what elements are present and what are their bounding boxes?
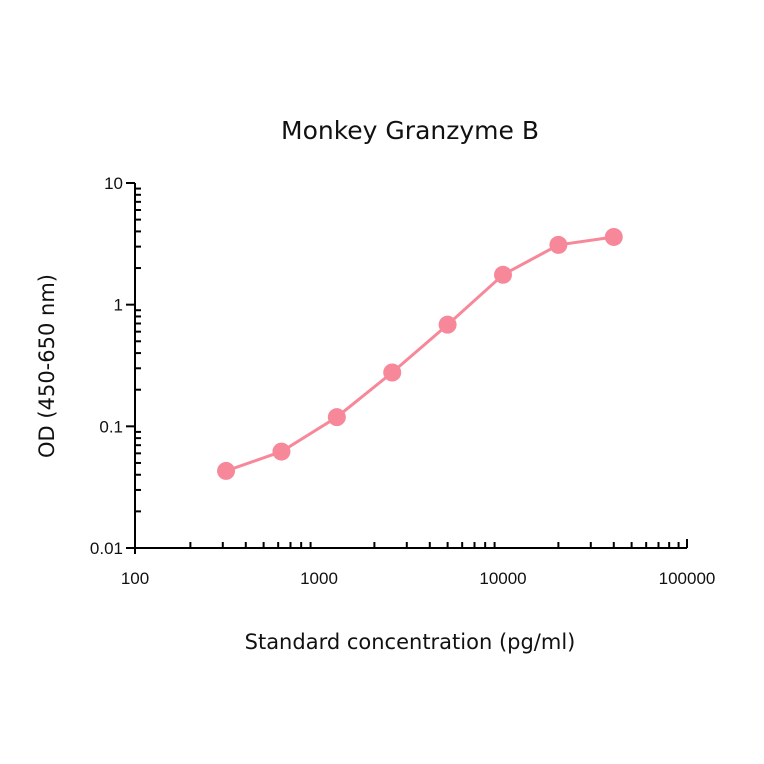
data-point-marker: [327, 408, 346, 427]
x-tick-labels: 100 1000 10000 100000: [121, 569, 716, 588]
data-point-marker: [494, 265, 512, 284]
y-tick-label: 1: [114, 296, 123, 315]
chart-title: Monkey Granzyme B: [281, 116, 539, 145]
axes: [126, 182, 688, 554]
x-tick-label: 1000: [300, 569, 338, 588]
data-point-marker: [438, 315, 457, 334]
y-tick-label: 0.1: [99, 417, 123, 436]
y-tick-label: 10: [104, 174, 123, 193]
data-point-marker: [604, 227, 623, 246]
x-axis-label: Standard concentration (pg/ml): [245, 630, 576, 654]
data-point-marker: [383, 363, 402, 382]
data-point-marker: [272, 442, 291, 461]
x-tick-label: 10000: [479, 569, 526, 588]
data-series: [217, 227, 623, 480]
y-tick-labels: 0.01 0.1 1 10: [90, 174, 123, 558]
data-point-marker: [549, 235, 568, 254]
x-tick-label: 100000: [659, 569, 716, 588]
y-tick-label: 0.01: [90, 539, 123, 558]
data-point-marker: [217, 461, 236, 480]
x-tick-label: 100: [121, 569, 149, 588]
series-line: [225, 235, 615, 473]
y-axis-label: OD (450-650 nm): [35, 274, 59, 458]
